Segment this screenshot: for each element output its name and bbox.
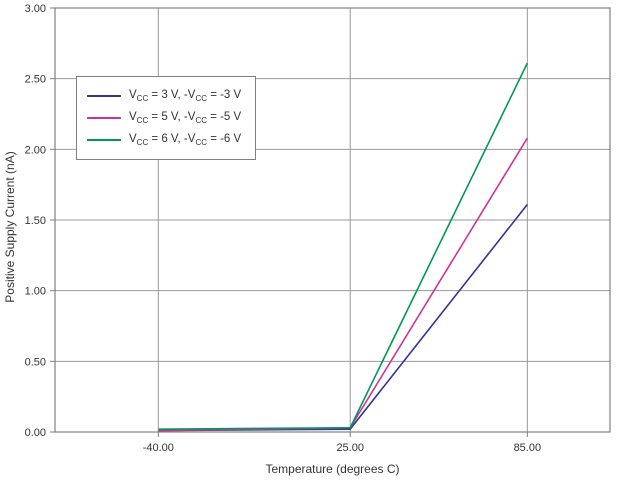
legend-item-2: VCC = 6 V, -VCC = -6 V <box>87 129 241 151</box>
y-tick-label: 0.50 <box>25 356 46 368</box>
y-tick-label: 2.00 <box>25 144 46 156</box>
legend-label: VCC = 5 V, -VCC = -5 V <box>129 111 242 125</box>
legend-label: VCC = 3 V, -VCC = -3 V <box>129 89 242 103</box>
chart-legend: VCC = 3 V, -VCC = -3 V VCC = 5 V, -VCC = … <box>76 76 257 160</box>
series-line-2 <box>158 62 529 430</box>
y-tick-label: 2.50 <box>25 74 46 86</box>
y-tick-label: 1.50 <box>25 215 46 227</box>
legend-line-swatch <box>87 139 121 141</box>
legend-label: VCC = 6 V, -VCC = -6 V <box>129 133 242 147</box>
legend-line-swatch <box>87 95 121 97</box>
y-tick-label: 1.00 <box>25 286 46 298</box>
legend-line-swatch <box>87 117 121 119</box>
series-line-1 <box>158 137 529 432</box>
x-tick-label: 25.00 <box>336 442 364 454</box>
x-tick-label: -40.00 <box>143 442 174 454</box>
series-line-0 <box>158 203 528 432</box>
x-tick-label: 85.00 <box>514 442 542 454</box>
y-axis-label: Positive Supply Current (nA) <box>3 151 17 303</box>
y-tick-label: 0.00 <box>25 427 46 439</box>
x-axis-label: Temperature (degrees C) <box>265 462 400 476</box>
legend-item-0: VCC = 3 V, -VCC = -3 V <box>87 85 241 107</box>
legend-item-1: VCC = 5 V, -VCC = -5 V <box>87 107 241 129</box>
y-tick-label: 3.00 <box>25 3 46 15</box>
